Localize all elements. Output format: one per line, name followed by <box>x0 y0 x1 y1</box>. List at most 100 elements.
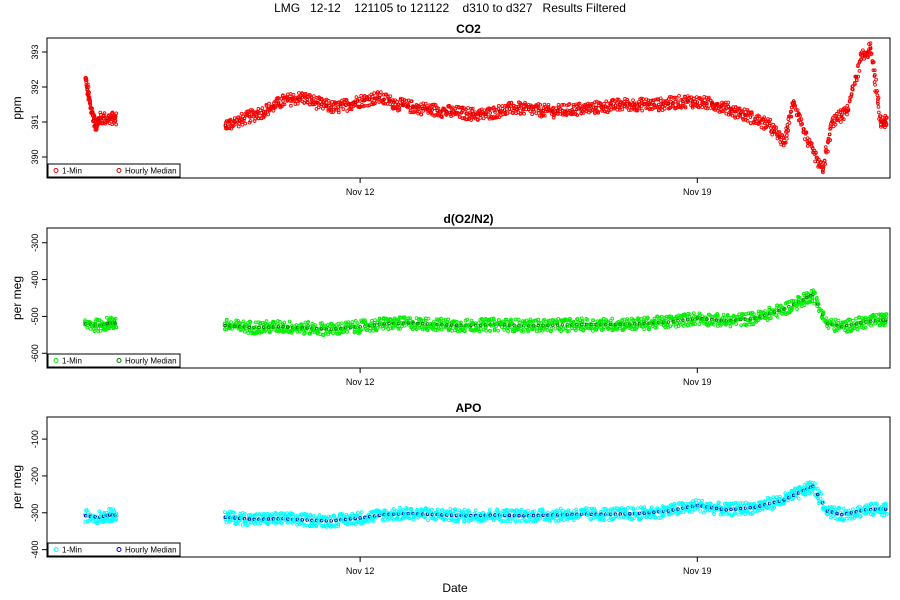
data-point-1min <box>712 512 716 516</box>
data-point-1min <box>606 108 611 113</box>
data-point-1min <box>365 97 370 101</box>
data-point-hourly-median <box>840 113 844 117</box>
data-point-hourly-median <box>599 105 603 109</box>
data-point-1min <box>602 518 607 522</box>
data-point-1min <box>680 97 685 102</box>
data-point-1min <box>505 519 510 524</box>
data-point-1min <box>725 501 730 506</box>
data-point-1min <box>86 85 91 89</box>
data-point-1min <box>495 113 500 118</box>
data-point-1min <box>509 317 513 322</box>
data-point-1min <box>558 506 563 511</box>
data-point-1min <box>473 116 478 121</box>
data-point-1min <box>432 517 437 522</box>
data-point-1min <box>466 106 470 110</box>
data-point-1min <box>697 311 702 316</box>
data-point-1min <box>817 489 822 494</box>
data-point-1min <box>518 112 523 116</box>
y-tick-label: 391 <box>30 114 40 129</box>
data-point-1min <box>838 120 843 124</box>
data-point-1min <box>236 124 241 129</box>
data-point-1min <box>856 74 861 79</box>
data-point-1min <box>610 511 615 516</box>
data-point-1min <box>513 317 518 322</box>
data-point-hourly-median <box>228 121 232 126</box>
data-point-1min <box>381 101 386 106</box>
data-point-1min <box>488 511 493 516</box>
data-point-1min <box>433 103 438 107</box>
panel-title: d(O2/N2) <box>443 212 493 226</box>
y-axis-label: per meg <box>10 276 24 320</box>
data-point-1min <box>544 319 549 324</box>
data-point-1min <box>398 96 403 101</box>
data-point-1min <box>616 319 621 324</box>
data-point-1min <box>291 512 295 517</box>
data-point-1min <box>871 68 876 73</box>
data-point-1min <box>802 303 807 307</box>
data-point-hourly-median <box>223 123 227 128</box>
data-point-1min <box>448 110 452 115</box>
data-point-1min <box>767 497 772 502</box>
data-point-1min <box>777 129 782 134</box>
data-point-1min <box>433 328 438 333</box>
figure-title: LMG 12-12 121105 to 121122 d310 to d327 … <box>274 1 626 15</box>
data-point-1min <box>767 307 772 312</box>
data-point-1min <box>785 133 789 138</box>
data-point-1min <box>309 97 314 102</box>
y-tick-label: -400 <box>30 271 40 289</box>
data-point-1min <box>414 327 419 332</box>
data-point-1min <box>775 499 780 504</box>
data-point-1min <box>510 516 515 521</box>
data-point-1min <box>288 92 293 96</box>
data-point-hourly-median <box>382 322 386 326</box>
data-point-1min <box>635 511 640 515</box>
data-point-1min <box>770 132 775 137</box>
data-point-1min <box>516 317 521 322</box>
data-point-hourly-median <box>652 510 656 514</box>
data-point-1min <box>577 101 582 106</box>
data-point-hourly-median <box>223 323 227 328</box>
y-tick-label: -500 <box>30 307 40 325</box>
data-point-1min <box>279 511 283 515</box>
data-point-hourly-median <box>555 109 560 113</box>
data-point-hourly-median <box>531 107 536 112</box>
data-point-1min <box>312 521 317 525</box>
data-point-1min <box>645 509 649 513</box>
data-point-1min <box>113 316 118 321</box>
data-point-1min <box>320 321 324 325</box>
data-point-1min <box>528 515 532 520</box>
data-point-1min <box>639 96 644 101</box>
data-point-1min <box>701 319 706 323</box>
legend-label-hourly-median: Hourly Median <box>125 546 177 555</box>
data-point-1min <box>538 102 543 107</box>
data-point-1min <box>798 113 802 118</box>
data-point-1min <box>754 317 759 322</box>
data-point-1min <box>296 101 300 106</box>
data-point-1min <box>538 516 542 521</box>
data-point-1min <box>526 329 531 334</box>
data-point-1min <box>684 320 689 325</box>
data-point-1min <box>730 107 734 112</box>
data-point-1min <box>797 117 802 122</box>
data-point-1min <box>781 135 786 140</box>
data-point-1min <box>822 159 827 163</box>
data-point-1min <box>768 506 773 511</box>
data-point-1min <box>575 317 579 321</box>
data-point-1min <box>710 509 715 513</box>
data-point-1min <box>350 320 355 324</box>
data-point-1min <box>271 108 276 113</box>
data-point-1min <box>484 328 489 333</box>
data-point-1min <box>604 99 609 104</box>
data-point-1min <box>751 322 756 326</box>
data-point-1min <box>835 118 839 123</box>
data-point-1min <box>648 509 653 514</box>
data-point-1min <box>456 326 461 331</box>
data-point-1min <box>312 94 316 98</box>
data-point-1min <box>699 97 704 102</box>
panel-title: CO2 <box>456 22 481 36</box>
data-point-hourly-median <box>507 107 512 111</box>
data-point-1min <box>114 325 119 330</box>
data-point-1min <box>876 105 881 109</box>
data-point-1min <box>258 331 262 335</box>
